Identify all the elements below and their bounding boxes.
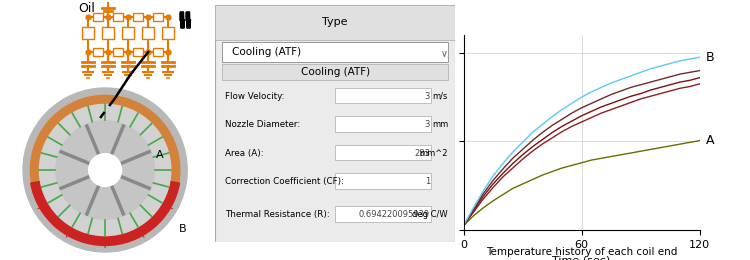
Text: 0.694220095939: 0.694220095939 <box>359 210 430 219</box>
FancyBboxPatch shape <box>93 48 103 56</box>
Text: Area (A):: Area (A): <box>225 148 263 158</box>
Text: Thermal Resistance (R):: Thermal Resistance (R): <box>225 210 329 219</box>
FancyBboxPatch shape <box>335 173 431 188</box>
Text: mm^2: mm^2 <box>419 148 448 158</box>
FancyBboxPatch shape <box>153 13 164 21</box>
Circle shape <box>56 121 154 219</box>
FancyBboxPatch shape <box>113 13 123 21</box>
FancyBboxPatch shape <box>82 27 94 39</box>
Text: A: A <box>156 150 164 160</box>
Y-axis label: Temperature (deg C): Temperature (deg C) <box>417 75 427 190</box>
Circle shape <box>23 88 188 252</box>
Text: Nozzle Diameter:: Nozzle Diameter: <box>225 120 300 129</box>
FancyBboxPatch shape <box>113 48 123 56</box>
Text: 3: 3 <box>424 92 430 101</box>
Wedge shape <box>31 180 179 245</box>
FancyBboxPatch shape <box>134 48 143 56</box>
Text: m/s: m/s <box>433 92 448 101</box>
Text: A: A <box>706 134 714 147</box>
FancyBboxPatch shape <box>335 116 431 132</box>
FancyBboxPatch shape <box>93 13 103 21</box>
Text: Correction Coefficient (CF):: Correction Coefficient (CF): <box>225 177 344 186</box>
X-axis label: Time (sec): Time (sec) <box>553 255 610 260</box>
Text: Temperature history of each coil end: Temperature history of each coil end <box>486 248 677 257</box>
Text: B: B <box>706 51 714 64</box>
Text: ∧: ∧ <box>439 47 446 57</box>
Text: Cooling (ATF): Cooling (ATF) <box>301 67 370 77</box>
FancyBboxPatch shape <box>153 48 164 56</box>
Text: 1: 1 <box>424 177 430 186</box>
FancyBboxPatch shape <box>223 64 448 80</box>
FancyBboxPatch shape <box>102 27 114 39</box>
Text: deg C/W: deg C/W <box>413 210 448 219</box>
Text: Type: Type <box>322 17 348 28</box>
FancyBboxPatch shape <box>215 5 455 242</box>
Circle shape <box>31 95 180 245</box>
FancyBboxPatch shape <box>134 13 143 21</box>
FancyBboxPatch shape <box>142 27 154 39</box>
Text: mm: mm <box>432 120 448 129</box>
Text: 3: 3 <box>424 120 430 129</box>
Text: Cooling (ATF): Cooling (ATF) <box>232 47 302 57</box>
FancyBboxPatch shape <box>335 145 431 160</box>
Text: 283: 283 <box>414 148 430 158</box>
FancyBboxPatch shape <box>223 42 448 62</box>
Circle shape <box>88 154 122 186</box>
Text: Flow Velocity:: Flow Velocity: <box>225 92 284 101</box>
FancyBboxPatch shape <box>335 88 431 103</box>
FancyBboxPatch shape <box>335 206 431 222</box>
Text: B: B <box>179 224 187 233</box>
FancyBboxPatch shape <box>215 5 455 40</box>
FancyBboxPatch shape <box>162 27 174 39</box>
Circle shape <box>40 105 171 236</box>
Text: Oil: Oil <box>78 2 95 15</box>
FancyBboxPatch shape <box>122 27 134 39</box>
